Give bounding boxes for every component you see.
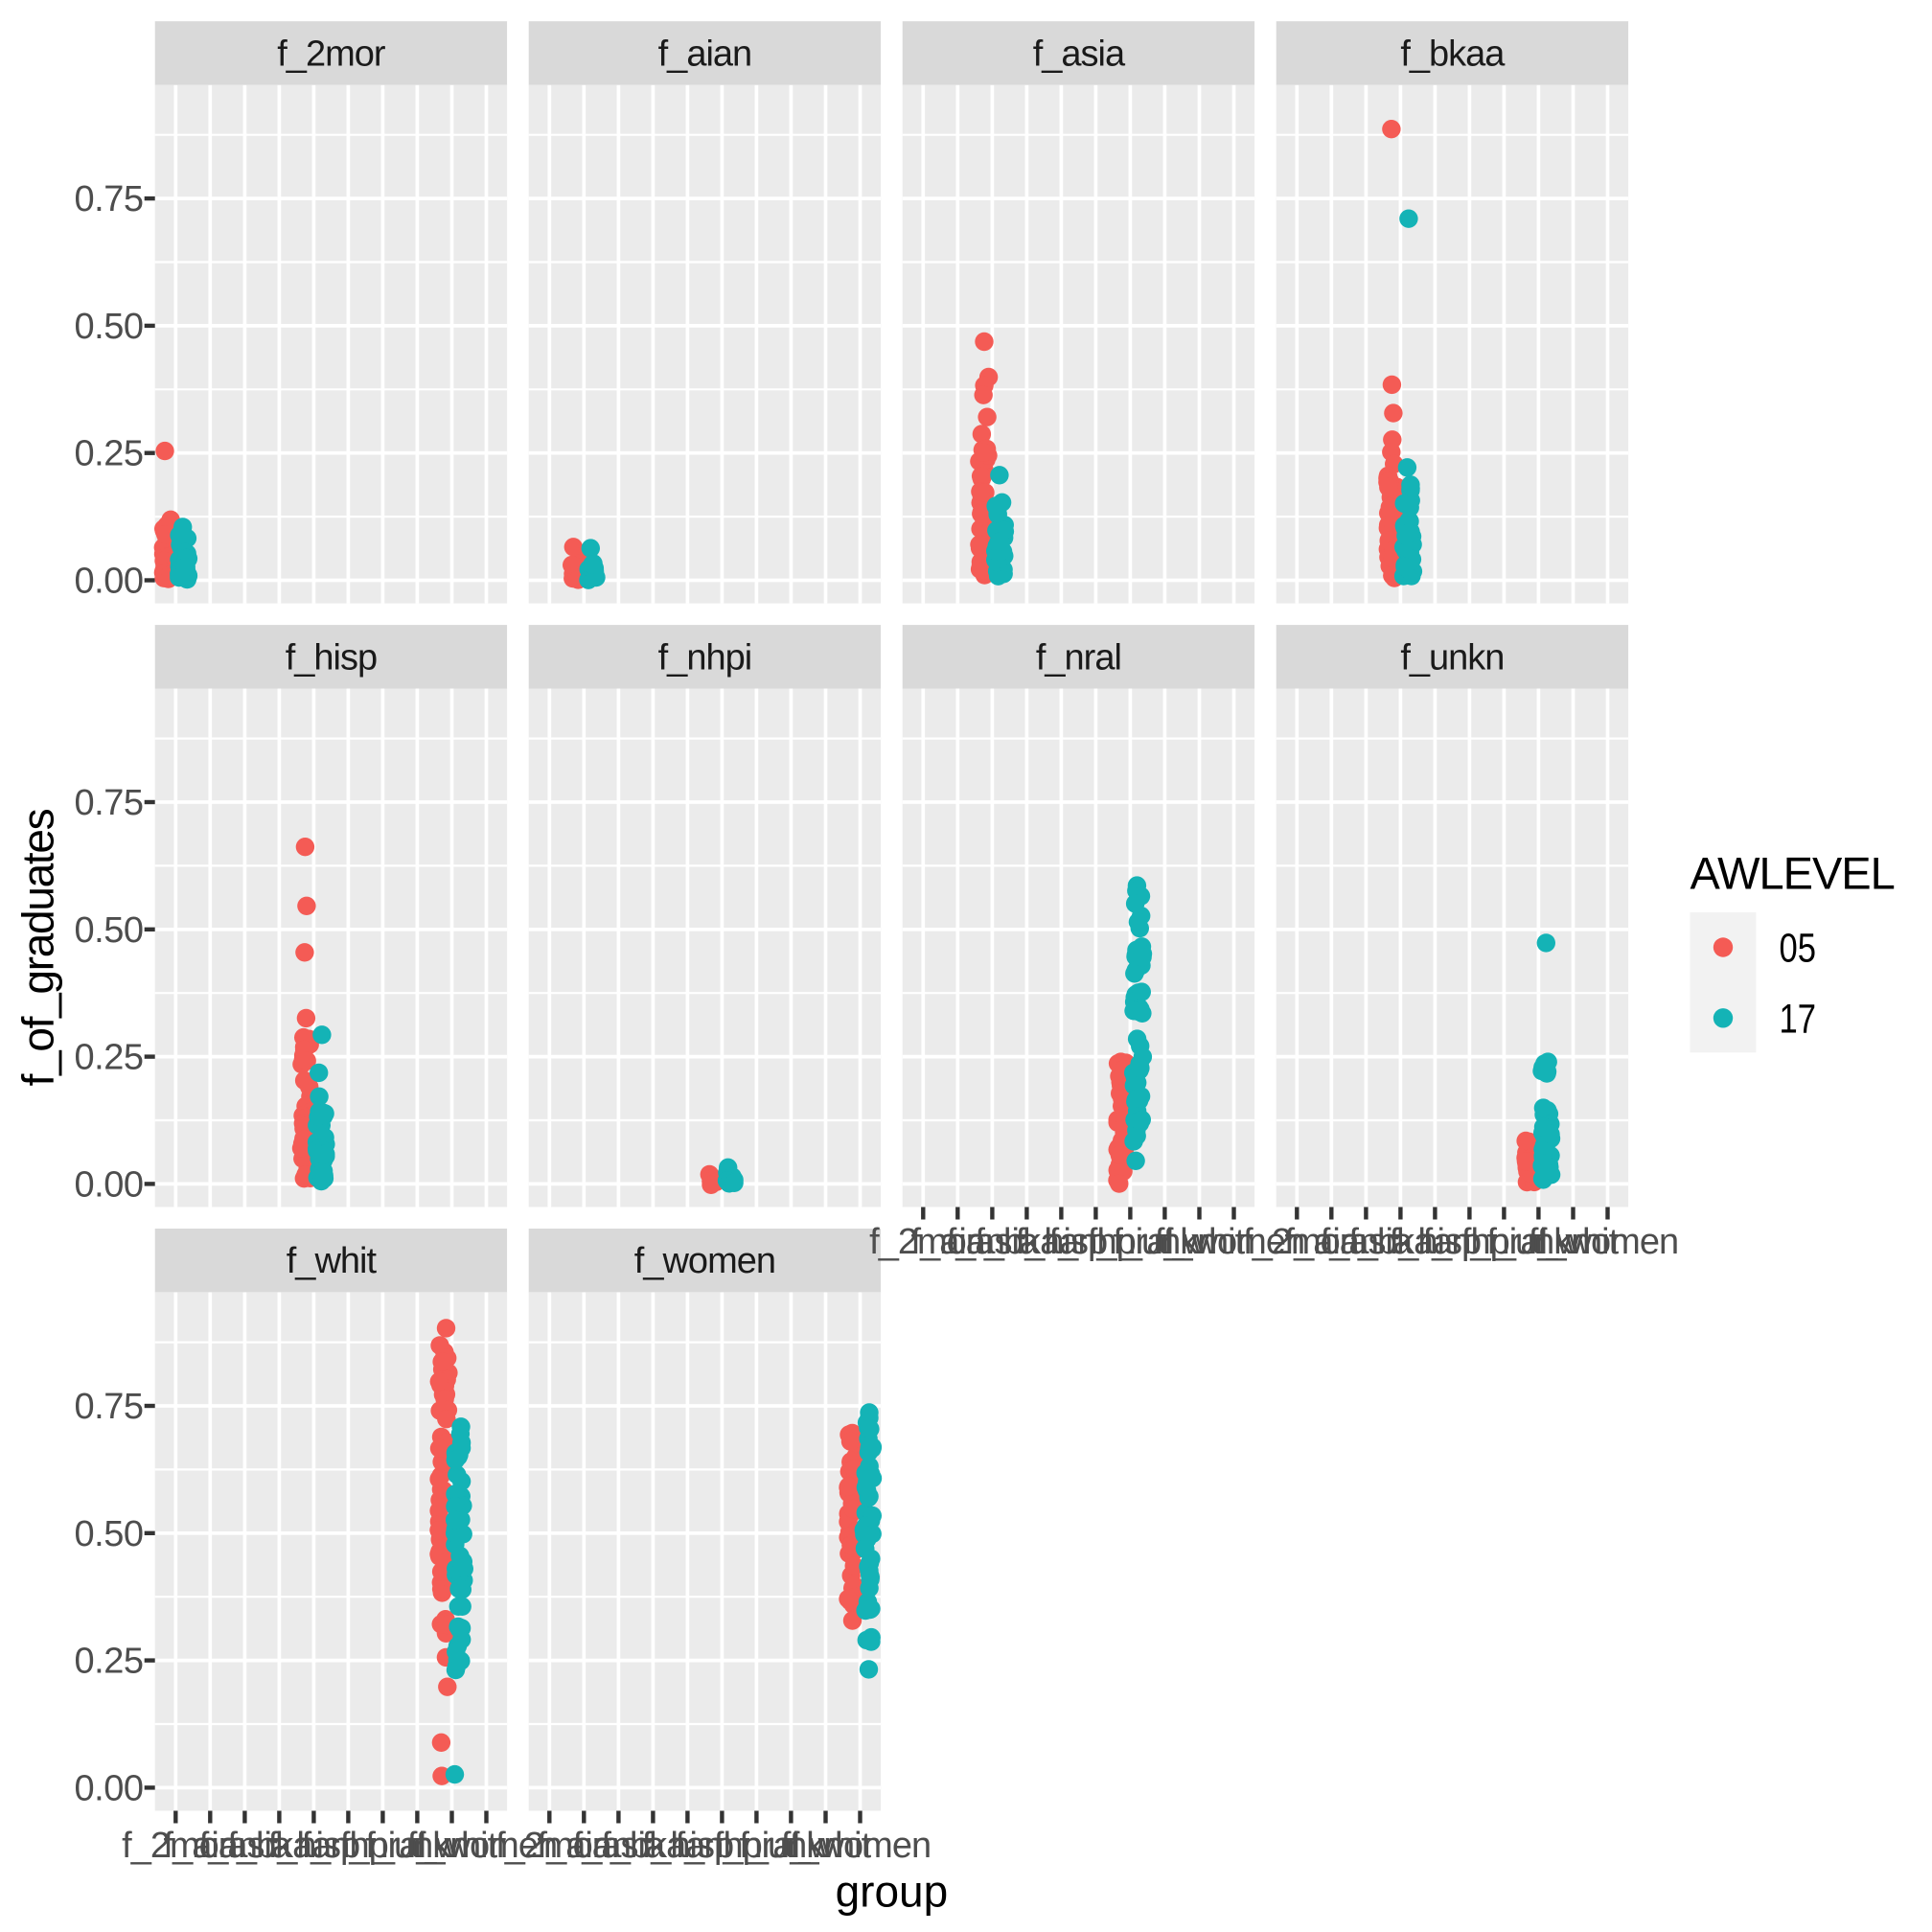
svg-text:f_whit: f_whit <box>1529 1222 1620 1262</box>
svg-text:f_2mor: f_2mor <box>869 1222 978 1262</box>
svg-text:f_bkaa: f_bkaa <box>601 1826 706 1866</box>
svg-text:f_whit: f_whit <box>407 1826 498 1866</box>
svg-text:f_2mor: f_2mor <box>495 1826 605 1866</box>
svg-text:f_hisp: f_hisp <box>1390 1222 1481 1262</box>
svg-text:0.00: 0.00 <box>75 1768 144 1808</box>
svg-text:f_nral: f_nral <box>1461 1222 1547 1262</box>
svg-text:f_women: f_women <box>790 1826 931 1866</box>
svg-text:f_aian: f_aian <box>164 1826 258 1866</box>
svg-text:0.75: 0.75 <box>75 179 144 219</box>
svg-text:f_nhpi: f_nhpi <box>302 1826 396 1866</box>
svg-text:f_hisp: f_hisp <box>1016 1222 1107 1262</box>
svg-text:0.75: 0.75 <box>75 1387 144 1427</box>
svg-text:f_of_graduates: f_of_graduates <box>13 809 63 1086</box>
svg-text:f_women: f_women <box>1537 1222 1678 1262</box>
svg-text:f_unkn: f_unkn <box>1486 1222 1590 1262</box>
svg-text:0.75: 0.75 <box>75 783 144 823</box>
svg-text:f_nhpi: f_nhpi <box>658 637 752 678</box>
svg-text:0.50: 0.50 <box>75 1514 144 1554</box>
svg-text:f_hisp: f_hisp <box>286 637 377 678</box>
svg-text:0.50: 0.50 <box>75 910 144 951</box>
svg-text:f_unkn: f_unkn <box>1113 1222 1216 1262</box>
svg-text:f_nral: f_nral <box>1036 637 1121 678</box>
svg-text:f_2mor: f_2mor <box>1243 1222 1352 1262</box>
svg-text:f_hisp: f_hisp <box>642 1826 733 1866</box>
svg-text:f_whit: f_whit <box>781 1826 872 1866</box>
svg-text:0.50: 0.50 <box>75 307 144 347</box>
svg-text:0.00: 0.00 <box>75 1164 144 1205</box>
svg-text:f_asia: f_asia <box>199 1826 292 1866</box>
svg-text:f_asia: f_asia <box>573 1826 666 1866</box>
svg-text:f_aian: f_aian <box>538 1826 632 1866</box>
svg-text:f_women: f_women <box>1163 1222 1304 1262</box>
svg-text:f_bkaa: f_bkaa <box>227 1826 333 1866</box>
svg-text:05: 05 <box>1780 926 1817 972</box>
svg-text:f_nral: f_nral <box>714 1826 799 1866</box>
svg-text:f_nhpi: f_nhpi <box>1049 1222 1143 1262</box>
svg-text:f_aian: f_aian <box>1285 1222 1379 1262</box>
svg-text:f_asia: f_asia <box>1033 34 1126 74</box>
svg-text:f_unkn: f_unkn <box>739 1826 842 1866</box>
svg-text:group: group <box>836 1866 949 1916</box>
svg-text:f_bkaa: f_bkaa <box>1400 34 1506 74</box>
svg-text:0.25: 0.25 <box>75 1642 144 1682</box>
svg-text:f_hisp: f_hisp <box>268 1826 359 1866</box>
svg-text:f_women: f_women <box>634 1241 775 1281</box>
svg-text:0.00: 0.00 <box>75 562 144 602</box>
svg-text:f_nhpi: f_nhpi <box>1423 1222 1517 1262</box>
svg-text:f_unkn: f_unkn <box>1400 637 1504 678</box>
svg-text:f_2mor: f_2mor <box>277 34 386 74</box>
svg-text:f_asia: f_asia <box>1321 1222 1414 1262</box>
svg-text:17: 17 <box>1780 996 1817 1042</box>
svg-text:f_unkn: f_unkn <box>365 1826 469 1866</box>
svg-text:f_asia: f_asia <box>947 1222 1040 1262</box>
svg-text:f_nral: f_nral <box>340 1826 426 1866</box>
svg-text:AWLEVEL: AWLEVEL <box>1690 847 1895 898</box>
svg-text:0.25: 0.25 <box>75 1038 144 1078</box>
svg-text:f_nral: f_nral <box>1088 1222 1173 1262</box>
svg-text:f_aian: f_aian <box>658 34 752 74</box>
svg-text:f_aian: f_aian <box>911 1222 1005 1262</box>
svg-text:f_whit: f_whit <box>287 1241 378 1281</box>
svg-text:f_nhpi: f_nhpi <box>676 1826 770 1866</box>
svg-text:f_bkaa: f_bkaa <box>975 1222 1080 1262</box>
svg-text:f_2mor: f_2mor <box>122 1826 231 1866</box>
svg-text:0.25: 0.25 <box>75 434 144 474</box>
svg-text:f_women: f_women <box>416 1826 557 1866</box>
svg-text:f_bkaa: f_bkaa <box>1348 1222 1454 1262</box>
svg-text:f_whit: f_whit <box>1155 1222 1246 1262</box>
